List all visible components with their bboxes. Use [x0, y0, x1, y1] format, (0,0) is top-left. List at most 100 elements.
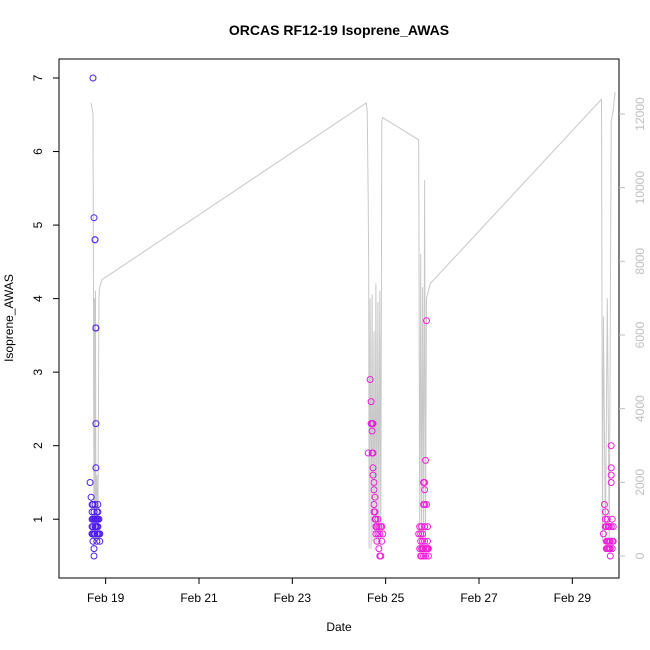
- data-point: [378, 537, 386, 545]
- data-point: [608, 545, 616, 553]
- plot-frame: [58, 58, 620, 579]
- chart-title: ORCAS RF12-19 Isoprene_AWAS: [229, 22, 449, 38]
- data-point: [87, 493, 95, 501]
- data-point: [424, 537, 431, 545]
- y-axis-label: Isoprene_AWAS: [2, 274, 16, 362]
- data-point: [373, 523, 381, 531]
- data-point: [601, 508, 609, 516]
- y2-tick-label: 8000: [633, 248, 647, 275]
- x-tick-label: Feb 25: [367, 591, 405, 605]
- data-point: [607, 471, 615, 479]
- data-point: [368, 427, 376, 435]
- y2-tick-label: 12000: [633, 97, 647, 131]
- data-point: [599, 530, 607, 538]
- data-point: [92, 324, 100, 332]
- data-point: [379, 530, 387, 538]
- altitude-series-line: [90, 91, 616, 553]
- y-tick-label: 5: [31, 221, 45, 228]
- x-axis: Feb 19 Feb 21 Feb 23 Feb 25 Feb 27 Feb 29: [87, 578, 591, 605]
- data-point: [96, 537, 104, 545]
- y2-tick-label: 2000: [633, 469, 647, 496]
- data-point: [90, 508, 98, 516]
- x-tick-label: Feb 19: [87, 591, 125, 605]
- data-point: [90, 545, 98, 553]
- data-point: [423, 317, 430, 325]
- y-tick-label: 1: [31, 516, 45, 523]
- data-point: [91, 530, 99, 538]
- data-point: [369, 449, 377, 457]
- data-point: [423, 501, 430, 508]
- data-point: [92, 420, 100, 428]
- data-point: [601, 515, 609, 523]
- data-point: [95, 515, 103, 523]
- y2-tick-label: 0: [633, 552, 647, 559]
- data-point: [376, 530, 384, 538]
- y-tick-label: 3: [31, 368, 45, 375]
- data-point: [377, 552, 385, 560]
- x-tick-label: Feb 27: [460, 591, 498, 605]
- data-point: [422, 456, 429, 464]
- data-point: [608, 515, 616, 523]
- data-point: [374, 515, 382, 523]
- data-point: [371, 508, 379, 516]
- data-point: [369, 471, 377, 479]
- data-point: [91, 236, 99, 244]
- y-tick-label: 2: [31, 442, 45, 449]
- data-point: [607, 464, 615, 472]
- data-point: [372, 530, 380, 538]
- data-point: [370, 479, 378, 486]
- data-point: [421, 523, 429, 531]
- data-point: [378, 523, 386, 531]
- data-point: [418, 552, 426, 560]
- data-point: [370, 501, 378, 508]
- data-point: [90, 552, 98, 560]
- data-point: [424, 552, 432, 560]
- data-point: [89, 74, 97, 82]
- data-point: [421, 479, 429, 486]
- data-point: [424, 545, 432, 553]
- data-point: [606, 537, 614, 545]
- data-point: [96, 530, 104, 538]
- data-point: [371, 493, 379, 501]
- data-point: [369, 464, 377, 472]
- y2-tick-label: 10000: [633, 171, 647, 205]
- data-point: [600, 501, 608, 508]
- data-point: [609, 537, 617, 545]
- data-point: [94, 523, 102, 531]
- data-point: [94, 508, 102, 516]
- data-point: [421, 501, 429, 508]
- data-point: [420, 552, 428, 560]
- y-tick-label: 7: [31, 74, 45, 81]
- x-axis-label: Date: [326, 620, 352, 634]
- data-point: [419, 537, 427, 545]
- data-point: [375, 523, 383, 531]
- data-point: [89, 523, 97, 531]
- y-axis-left: 1 2 3 4 5 6 7: [31, 74, 59, 523]
- data-point: [416, 523, 424, 531]
- data-point: [364, 449, 372, 457]
- data-point: [421, 537, 429, 545]
- data-point: [417, 530, 425, 538]
- data-point: [90, 214, 98, 222]
- y2-tick-label: 4000: [633, 395, 647, 422]
- data-points-layer: [86, 74, 617, 560]
- data-point: [367, 398, 375, 406]
- data-point: [374, 530, 382, 538]
- x-tick-label: Feb 29: [554, 591, 592, 605]
- data-point: [422, 552, 429, 560]
- data-point: [373, 537, 381, 545]
- data-point: [424, 523, 431, 531]
- data-point: [89, 537, 97, 545]
- data-point: [369, 420, 377, 428]
- y-tick-label: 4: [31, 295, 45, 302]
- data-point: [417, 537, 425, 545]
- data-point: [93, 537, 101, 545]
- data-point: [602, 523, 610, 531]
- data-point: [419, 530, 427, 538]
- data-point: [603, 515, 611, 523]
- y2-tick-label: 6000: [633, 321, 647, 348]
- data-point: [607, 523, 615, 531]
- data-point: [607, 479, 615, 486]
- data-point: [606, 545, 614, 553]
